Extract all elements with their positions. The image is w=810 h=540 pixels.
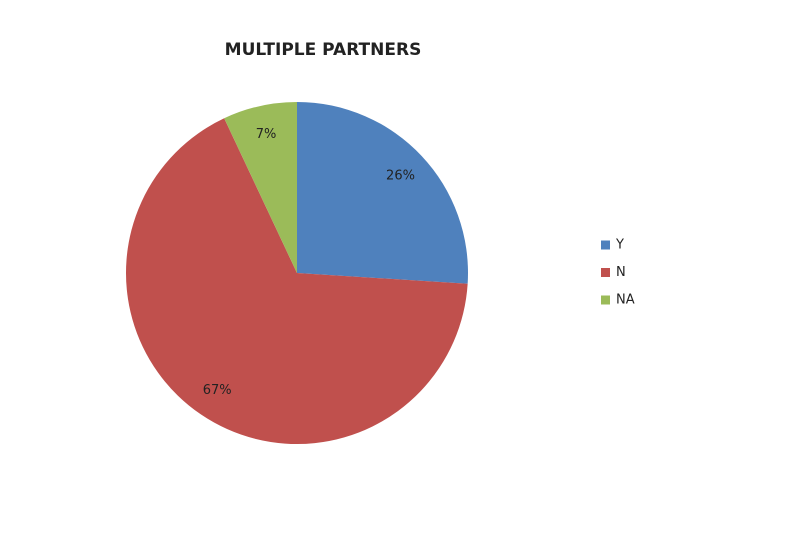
pie-slice — [297, 102, 468, 284]
legend-label: Y — [615, 238, 624, 253]
data-label: 26% — [386, 168, 415, 183]
legend-label: N — [616, 265, 626, 280]
legend-swatch — [601, 268, 610, 277]
chart-title: MULTIPLE PARTNERS — [225, 40, 422, 60]
legend-swatch — [601, 295, 610, 305]
data-label: 7% — [256, 127, 277, 142]
legend-swatch — [601, 240, 610, 250]
pie-slice — [224, 102, 297, 273]
data-label: 67% — [203, 383, 232, 398]
pie-slice — [126, 118, 468, 445]
legend-label: NA — [616, 293, 635, 308]
